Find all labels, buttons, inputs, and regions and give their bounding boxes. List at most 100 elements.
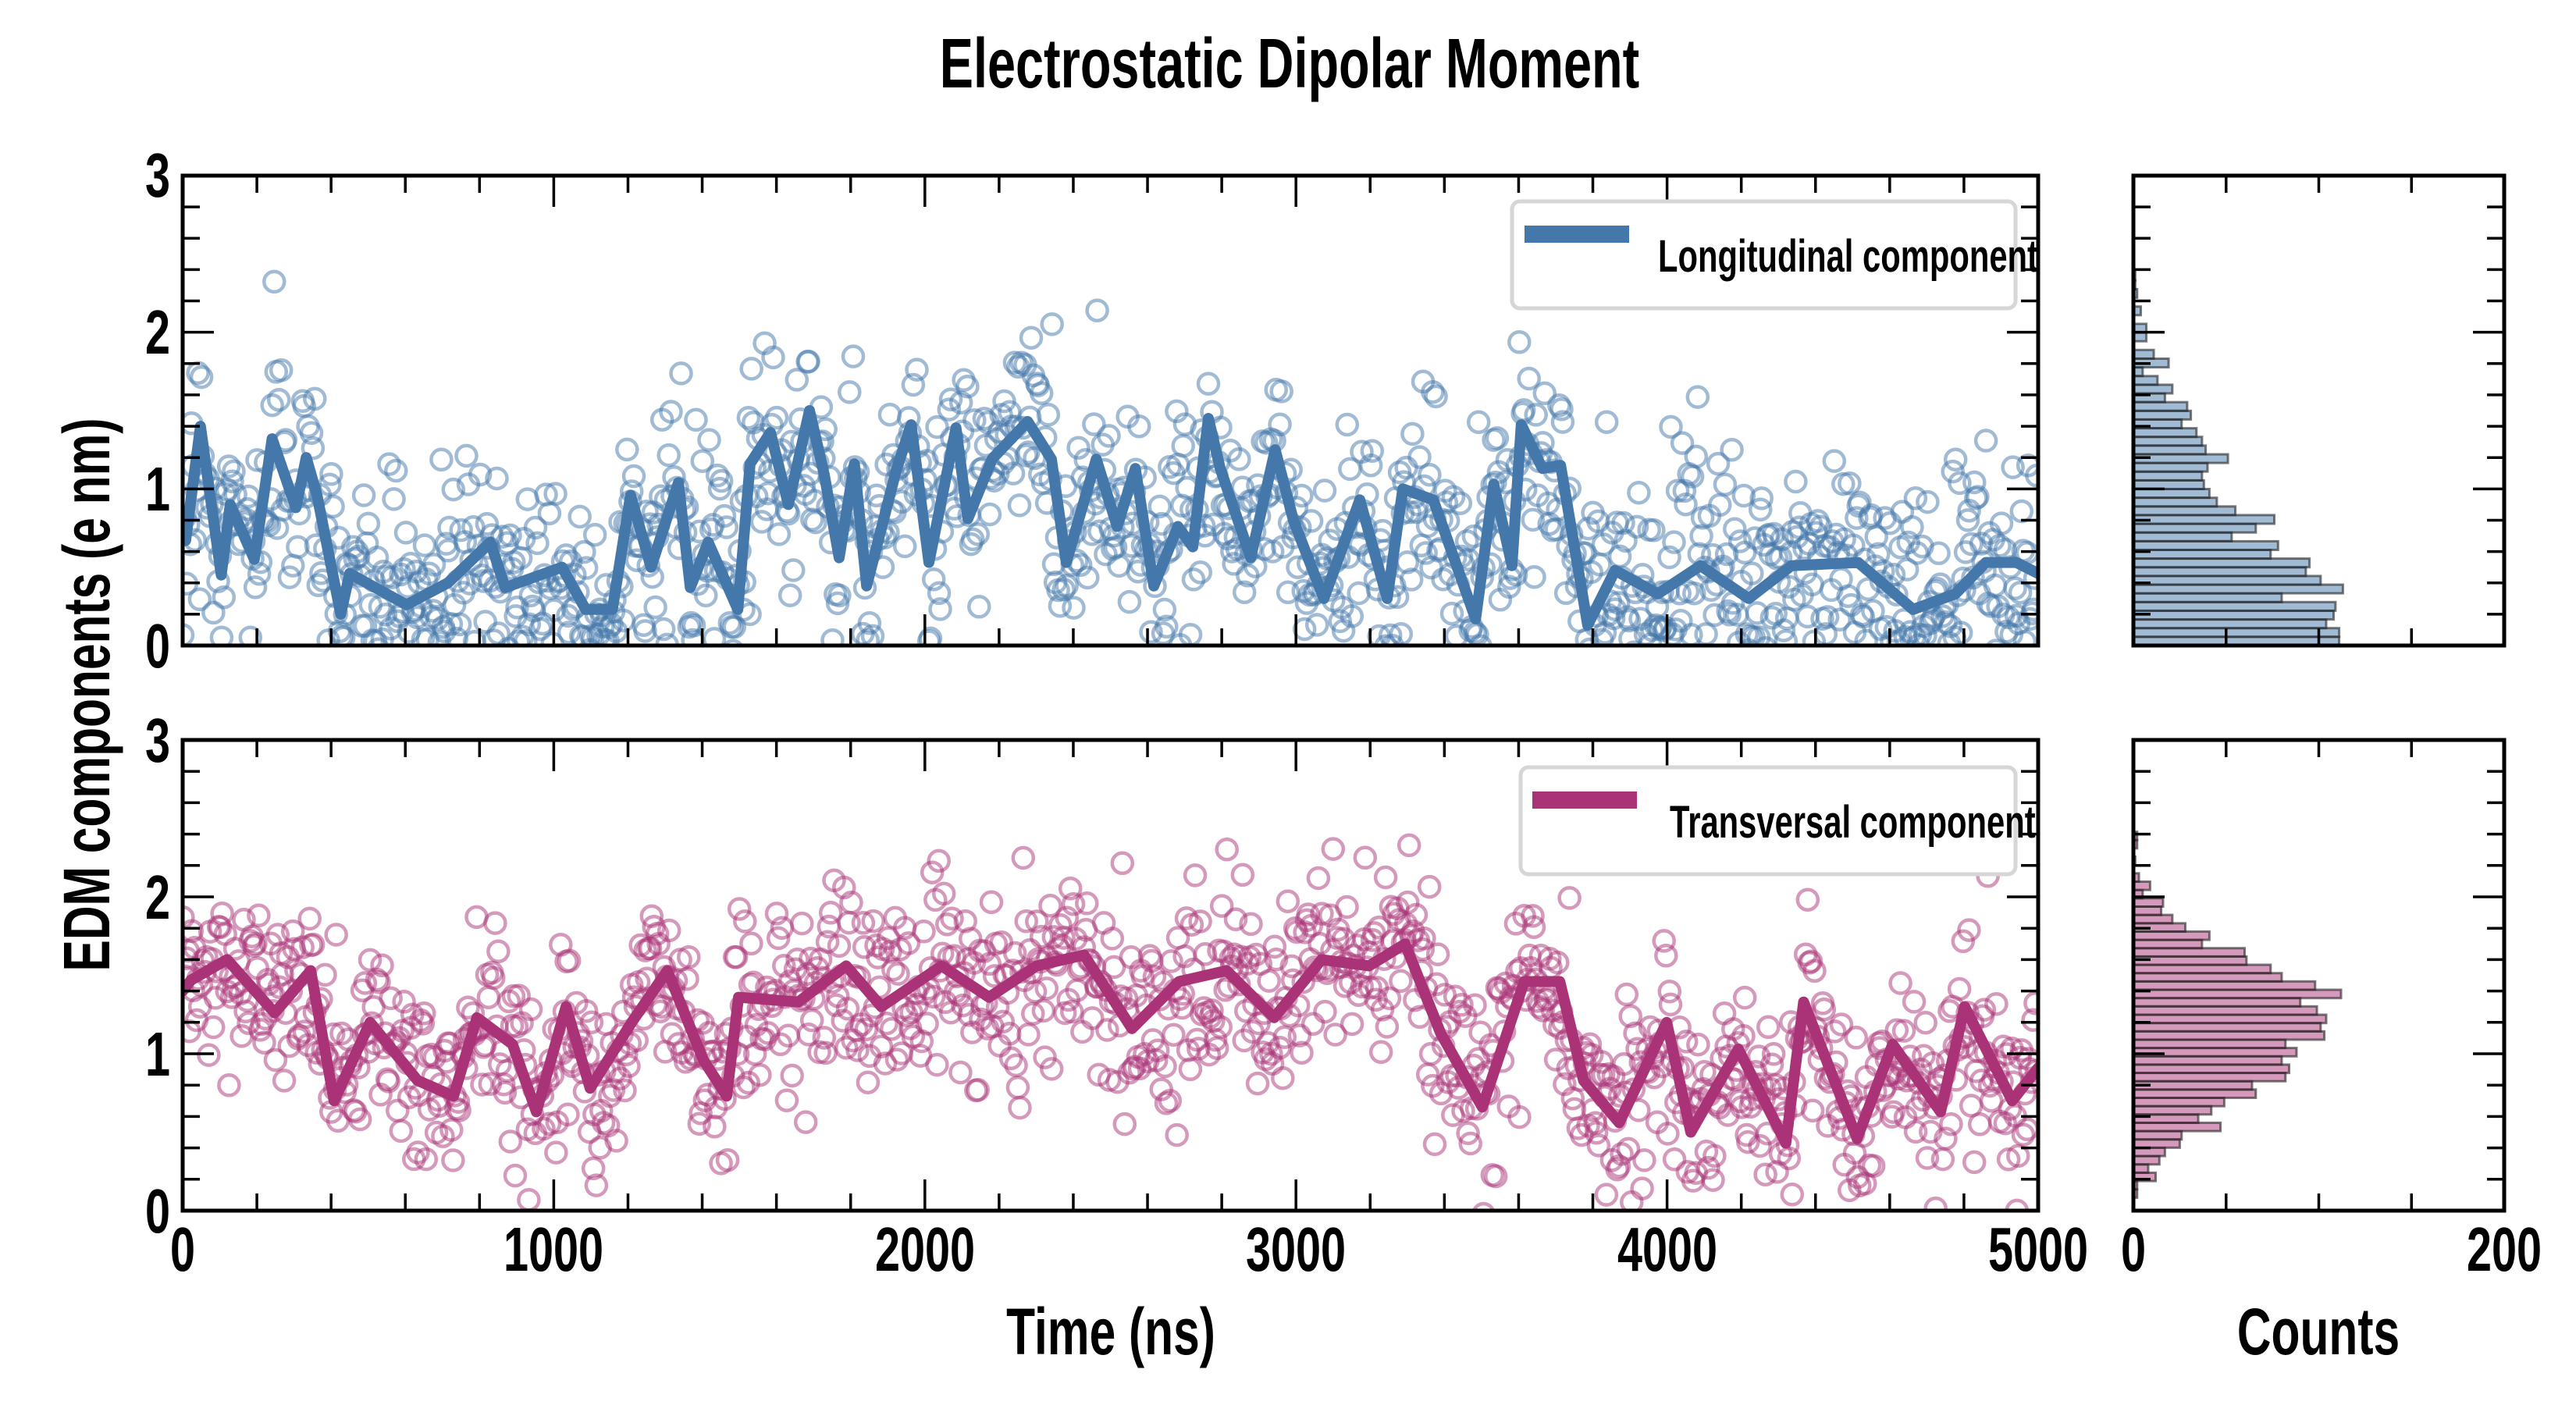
transversal-point bbox=[252, 1030, 276, 1055]
longitudinal-histogram-bar bbox=[2132, 514, 2275, 525]
transversal-point bbox=[766, 926, 791, 951]
y-tick-labels-bottom: 0 1 2 3 bbox=[145, 706, 170, 1247]
longitudinal-point bbox=[1682, 581, 1706, 606]
longitudinal-point bbox=[331, 625, 356, 646]
transversal-point bbox=[812, 1026, 837, 1050]
transversal-point bbox=[645, 921, 670, 946]
longitudinal-point bbox=[1948, 471, 1972, 496]
transversal-histogram-frame bbox=[2131, 738, 2507, 1213]
transversal-point bbox=[574, 998, 599, 1023]
longitudinal-point bbox=[1360, 439, 1385, 463]
transversal-point bbox=[301, 932, 326, 957]
longitudinal-point bbox=[373, 603, 398, 627]
transversal-point bbox=[2021, 1008, 2038, 1032]
longitudinal-point bbox=[1601, 606, 1626, 631]
transversal-point bbox=[796, 1023, 821, 1047]
transversal-point bbox=[439, 1118, 464, 1142]
legend-label-transversal: Transversal component bbox=[1670, 796, 2036, 847]
x-tick-label: 4000 bbox=[1617, 1215, 1717, 1285]
transversal-point bbox=[1034, 976, 1059, 1001]
longitudinal-point bbox=[749, 510, 774, 534]
longitudinal-point bbox=[702, 627, 727, 646]
longitudinal-point bbox=[1727, 529, 1752, 553]
longitudinal-point bbox=[1196, 372, 1221, 396]
longitudinal-point bbox=[1269, 379, 1293, 404]
longitudinal-point bbox=[643, 595, 667, 620]
longitudinal-histogram-bar bbox=[2132, 592, 2283, 603]
longitudinal-point bbox=[651, 617, 676, 642]
longitudinal-point bbox=[505, 595, 529, 620]
longitudinal-point bbox=[1748, 497, 1773, 522]
longitudinal-point bbox=[697, 428, 721, 452]
transversal-point bbox=[1616, 1136, 1641, 1161]
longitudinal-point bbox=[1299, 509, 1324, 533]
longitudinal-point bbox=[938, 387, 963, 411]
transversal-point bbox=[1358, 976, 1382, 1000]
transversal-point bbox=[1162, 1023, 1186, 1047]
transversal-point bbox=[1377, 986, 1402, 1011]
longitudinal-point bbox=[1441, 485, 1466, 509]
x-tick-label: 1000 bbox=[503, 1215, 603, 1285]
transversal-point bbox=[247, 903, 271, 928]
transversal-point bbox=[1185, 1027, 1209, 1052]
longitudinal-point bbox=[1927, 541, 1951, 566]
legend-label-longitudinal: Longitudinal component bbox=[1658, 230, 2038, 281]
transversal-point bbox=[329, 1021, 354, 1046]
transversal-point bbox=[1967, 1112, 1992, 1136]
y-tick-labels-top: 0 1 2 3 bbox=[145, 140, 170, 681]
longitudinal-histogram-bar bbox=[2132, 618, 2328, 630]
longitudinal-point bbox=[820, 628, 845, 646]
longitudinal-point bbox=[187, 587, 212, 612]
transversal-point bbox=[1310, 902, 1334, 926]
longitudinal-point bbox=[1062, 596, 1086, 620]
transversal-point bbox=[886, 962, 910, 986]
transversal-point bbox=[1373, 865, 1398, 890]
longitudinal-point bbox=[1019, 325, 1044, 350]
longitudinal-point bbox=[1232, 580, 1257, 604]
transversal-point bbox=[912, 919, 936, 944]
y-tick-label: 2 bbox=[145, 863, 170, 933]
longitudinal-point bbox=[525, 531, 550, 556]
transversal-point bbox=[1070, 1019, 1094, 1044]
longitudinal-point bbox=[1694, 622, 1718, 646]
transversal-histogram-bar bbox=[2132, 972, 2283, 983]
transversal-point bbox=[456, 995, 480, 1020]
longitudinal-point bbox=[1815, 605, 1840, 629]
longitudinal-histogram-bar bbox=[2132, 539, 2279, 552]
transversal-point bbox=[881, 957, 906, 982]
transversal-point bbox=[1756, 1015, 1781, 1040]
longitudinal-point bbox=[222, 459, 246, 484]
longitudinal-point bbox=[1784, 469, 1808, 494]
transversal-point bbox=[183, 919, 205, 944]
transversal-histogram-bar bbox=[2132, 897, 2165, 909]
longitudinal-point bbox=[1304, 613, 1329, 637]
longitudinal-average-line bbox=[183, 405, 2038, 631]
longitudinal-histogram-bar bbox=[2132, 444, 2208, 456]
longitudinal-point bbox=[1155, 614, 1179, 639]
longitudinal-point bbox=[1418, 462, 1442, 487]
transversal-point bbox=[1829, 1012, 1854, 1037]
longitudinal-point bbox=[447, 612, 472, 637]
transversal-point bbox=[1418, 1041, 1443, 1066]
x-tick-label: 0 bbox=[170, 1215, 195, 1285]
transversal-point bbox=[1321, 837, 1346, 861]
longitudinal-point bbox=[1400, 422, 1425, 446]
transversal-point bbox=[1335, 895, 1359, 919]
transversal-point bbox=[835, 996, 860, 1021]
longitudinal-point bbox=[1036, 403, 1061, 427]
transversal-point bbox=[793, 1110, 818, 1134]
transversal-point bbox=[386, 1098, 410, 1123]
longitudinal-point bbox=[1358, 453, 1383, 478]
transversal-point bbox=[1586, 1133, 1611, 1158]
longitudinal-point bbox=[709, 468, 734, 493]
longitudinal-histogram-bar bbox=[2132, 496, 2218, 508]
y-tick-label: 3 bbox=[145, 140, 170, 211]
transversal-point bbox=[1213, 978, 1237, 1002]
longitudinal-point bbox=[1941, 459, 1965, 484]
longitudinal-point bbox=[183, 623, 195, 646]
transversal-point bbox=[1245, 1071, 1270, 1096]
transversal-point bbox=[1033, 1045, 1057, 1069]
transversal-point bbox=[790, 911, 814, 936]
transversal-point bbox=[411, 1012, 436, 1036]
longitudinal-point bbox=[1594, 410, 1619, 434]
